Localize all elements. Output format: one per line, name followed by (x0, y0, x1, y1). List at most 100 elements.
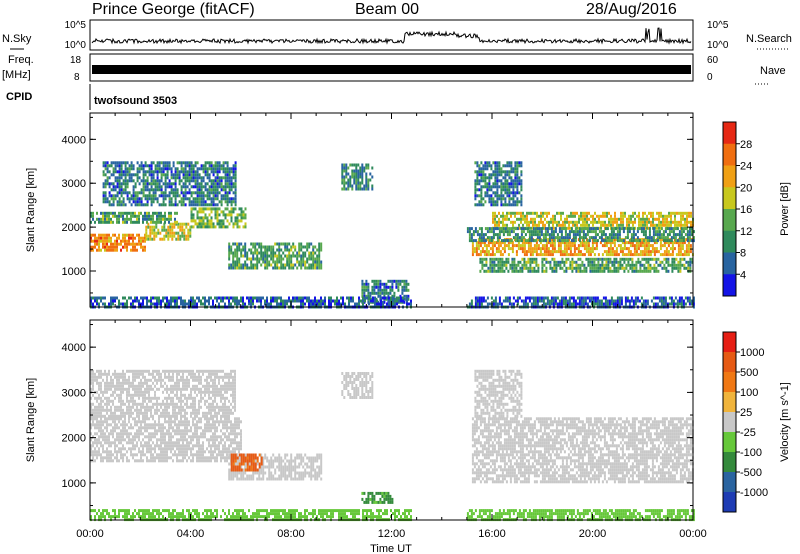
scatter-cell (583, 269, 586, 273)
scatter-cell (500, 200, 503, 204)
scatter-cell (222, 170, 225, 174)
scatter-cell (658, 220, 660, 224)
scatter-cell (210, 200, 213, 204)
scatter-cell (481, 260, 484, 264)
scatter-cell (604, 223, 606, 227)
scatter-cell (122, 161, 125, 165)
scatter-cell (367, 184, 370, 188)
scatter-cell (683, 266, 686, 270)
scatter-cell (160, 220, 162, 224)
scatter-cell (128, 420, 130, 424)
scatter-cell (278, 266, 281, 270)
scatter-cell (308, 257, 311, 261)
scatter-cell (488, 179, 491, 183)
scatter-cell (623, 247, 626, 251)
scatter-cell (667, 269, 670, 273)
scatter-cell (186, 302, 188, 306)
scatter-cell (652, 236, 655, 240)
scatter-cell (647, 257, 650, 261)
scatter-cell (142, 432, 144, 436)
scatter-cell (503, 241, 506, 245)
scatter-cell (146, 179, 149, 183)
scatter-cell (108, 211, 110, 215)
scatter-cell (484, 167, 487, 171)
scatter-cell (104, 185, 107, 189)
scatter-cell (306, 257, 309, 261)
scatter-cell (234, 260, 237, 264)
scatter-cell (168, 214, 170, 218)
scatter-cell (646, 299, 649, 303)
scatter-cell (184, 191, 187, 195)
scatter-cell (112, 248, 114, 252)
scatter-cell (480, 185, 483, 189)
scatter-cell (202, 207, 205, 211)
scatter-cell (341, 166, 344, 170)
scatter-cell (680, 302, 683, 306)
scatter-cell (636, 230, 639, 234)
scatter-cell (475, 244, 478, 248)
scatter-cell (154, 179, 157, 183)
scatter-cell (521, 257, 524, 261)
scatter-cell (657, 257, 660, 261)
scatter-cell (90, 239, 92, 243)
scatter-cell (122, 420, 124, 424)
scatter-cell (620, 217, 622, 221)
scatter-cell (320, 302, 322, 306)
scatter-cell (150, 179, 153, 183)
scatter-cell (142, 217, 144, 221)
scatter-cell (306, 296, 308, 300)
scatter-cell (304, 302, 306, 306)
scatter-cell (485, 253, 488, 257)
scatter-cell (204, 185, 207, 189)
scatter-cell (168, 211, 170, 215)
scatter-cell (116, 417, 118, 421)
scatter-cell (518, 211, 520, 215)
scatter-cell (491, 241, 494, 245)
scatter-cell (600, 226, 602, 230)
scatter-cell (272, 245, 275, 249)
scatter-cell (136, 191, 139, 195)
scatter-cell (589, 260, 592, 264)
scatter-cell (495, 263, 498, 267)
scatter-cell (116, 432, 118, 436)
freq-tick-high: 18 (70, 55, 82, 66)
scatter-cell (357, 172, 360, 176)
scatter-cell (488, 194, 491, 198)
scatter-cell (511, 260, 514, 264)
scatter-cell (379, 288, 382, 292)
scatter-cell (100, 211, 102, 215)
scatter-cell (110, 453, 112, 457)
scatter-cell (552, 302, 555, 306)
scatter-cell (160, 176, 163, 180)
scatter-cell (519, 247, 522, 251)
scatter-cell (594, 227, 597, 231)
scatter-cell (114, 188, 117, 192)
scatter-cell (162, 191, 165, 195)
scatter-cell (504, 197, 507, 201)
scatter-cell (610, 217, 612, 221)
scatter-cell (689, 250, 692, 254)
scatter-cell (680, 299, 683, 303)
scatter-cell (662, 299, 665, 303)
scatter-cell (90, 248, 92, 252)
scatter-cell (302, 299, 304, 303)
scatter-cell (198, 225, 201, 229)
scatter-cell (136, 200, 139, 204)
scatter-cell (184, 194, 187, 198)
scatter-cell (539, 241, 542, 245)
scatter-cell (300, 260, 303, 264)
scatter-cell (164, 164, 167, 168)
scatter-cell (284, 302, 286, 306)
scatter-cell (510, 176, 513, 180)
scatter-cell (226, 200, 229, 204)
scatter-cell (508, 161, 511, 165)
scatter-cell (565, 247, 568, 251)
scatter-cell (118, 426, 120, 430)
scatter-cell (182, 176, 185, 180)
scatter-cell (562, 211, 564, 215)
scatter-cell (216, 299, 218, 303)
scatter-cell (274, 296, 276, 300)
scatter-cell (622, 211, 624, 215)
scatter-cell (578, 230, 581, 234)
scatter-cell (493, 266, 496, 270)
